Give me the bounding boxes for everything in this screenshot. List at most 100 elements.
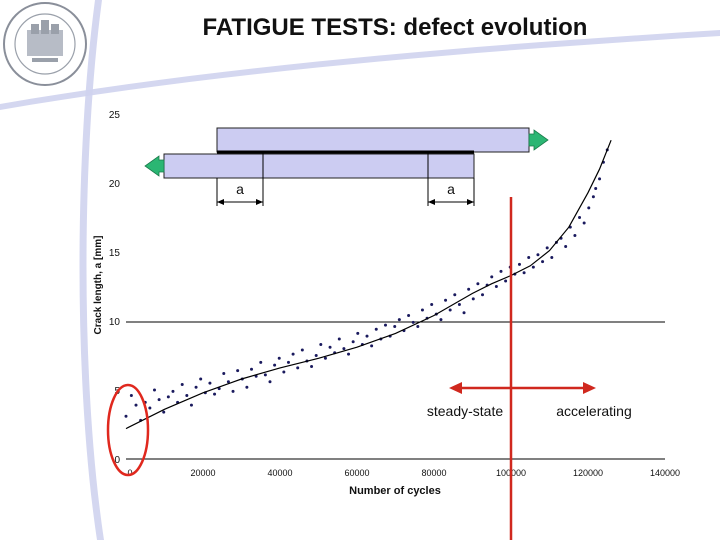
- data-point: [439, 318, 443, 322]
- data-point: [347, 352, 351, 356]
- data-point: [356, 331, 360, 335]
- data-point: [213, 392, 217, 396]
- data-point: [180, 382, 184, 386]
- data-point: [342, 347, 346, 351]
- data-point: [536, 253, 540, 257]
- data-point: [499, 269, 503, 273]
- data-point: [397, 318, 401, 322]
- data-point: [587, 206, 591, 210]
- y-tick-label: 20: [109, 179, 121, 190]
- y-axis-label: Crack length, a [mm]: [93, 236, 104, 335]
- data-point: [152, 388, 156, 392]
- data-point: [476, 282, 480, 286]
- data-point: [374, 327, 378, 331]
- header-swoosh: [0, 30, 720, 110]
- data-point: [231, 389, 235, 393]
- data-point: [598, 177, 602, 181]
- crack-label-right: a: [447, 181, 455, 197]
- crack-label-left: a: [236, 181, 244, 197]
- data-point: [351, 340, 355, 344]
- data-point: [185, 394, 189, 398]
- green-arrow-right: [528, 129, 549, 151]
- data-point: [291, 352, 295, 356]
- data-point: [250, 367, 254, 371]
- left-swoosh: [79, 0, 104, 540]
- data-point: [564, 244, 568, 248]
- y-tick-label: 0: [114, 455, 120, 466]
- trend-line: [125, 139, 612, 430]
- data-point: [365, 334, 369, 338]
- accelerating-label: accelerating: [556, 403, 632, 419]
- x-tick-label: 40000: [267, 468, 292, 478]
- data-point: [416, 325, 420, 329]
- data-point: [550, 256, 554, 260]
- data-point: [531, 265, 535, 269]
- data-point: [277, 356, 281, 360]
- data-point: [263, 373, 267, 377]
- data-point: [166, 395, 170, 399]
- x-tick-label: 120000: [573, 468, 603, 478]
- steady-state-label: steady-state: [427, 403, 503, 419]
- green-arrow-left: [144, 155, 165, 177]
- data-point: [310, 365, 314, 369]
- data-point: [494, 285, 498, 288]
- data-point: [444, 298, 448, 302]
- data-point: [522, 271, 526, 275]
- data-point: [162, 410, 166, 414]
- data-point: [208, 381, 212, 385]
- x-axis-label: Number of cycles: [349, 485, 441, 497]
- initial-points-circle: [106, 383, 150, 477]
- data-point: [383, 323, 387, 327]
- data-point: [462, 311, 466, 315]
- data-point: [245, 385, 249, 389]
- data-point: [286, 360, 290, 364]
- data-points: [124, 148, 609, 422]
- data-point: [471, 297, 475, 301]
- data-point: [282, 370, 286, 374]
- data-point: [129, 394, 133, 398]
- data-point: [194, 385, 198, 389]
- x-tick-label: 60000: [344, 468, 369, 478]
- x-tick-label: 20000: [190, 468, 215, 478]
- data-point: [199, 377, 203, 381]
- data-point: [430, 302, 434, 306]
- data-point: [268, 380, 272, 384]
- data-point: [541, 260, 545, 264]
- data-point: [407, 313, 411, 317]
- data-point: [481, 293, 485, 297]
- data-point: [189, 403, 193, 407]
- data-point: [328, 345, 332, 349]
- data-point: [573, 233, 577, 237]
- data-point: [457, 302, 461, 306]
- data-point: [420, 308, 424, 312]
- y-tick-label: 10: [109, 317, 121, 328]
- y-tick-label: 15: [109, 248, 121, 259]
- data-point: [582, 221, 586, 225]
- data-point: [226, 380, 230, 384]
- data-point: [236, 369, 240, 373]
- data-point: [517, 262, 521, 266]
- data-point: [453, 293, 457, 297]
- x-tick-label: 0: [127, 468, 132, 478]
- data-point: [300, 348, 304, 352]
- data-point: [594, 187, 598, 191]
- university-seal-logo: [3, 2, 87, 86]
- data-point: [411, 320, 415, 324]
- data-point: [124, 414, 128, 418]
- data-point: [527, 256, 531, 260]
- data-point: [504, 279, 508, 283]
- x-tick-labels: 020000400006000080000100000120000140000: [127, 468, 680, 478]
- regime-arrow: [449, 382, 596, 394]
- y-tick-label: 25: [109, 110, 121, 121]
- data-point: [370, 344, 374, 348]
- data-point: [467, 287, 471, 291]
- data-point: [448, 308, 452, 312]
- data-point: [337, 337, 341, 341]
- data-point: [591, 195, 595, 199]
- data-point: [319, 342, 323, 346]
- data-point: [157, 398, 161, 402]
- data-point: [393, 325, 397, 329]
- x-tick-label: 140000: [650, 468, 680, 478]
- data-point: [259, 360, 263, 364]
